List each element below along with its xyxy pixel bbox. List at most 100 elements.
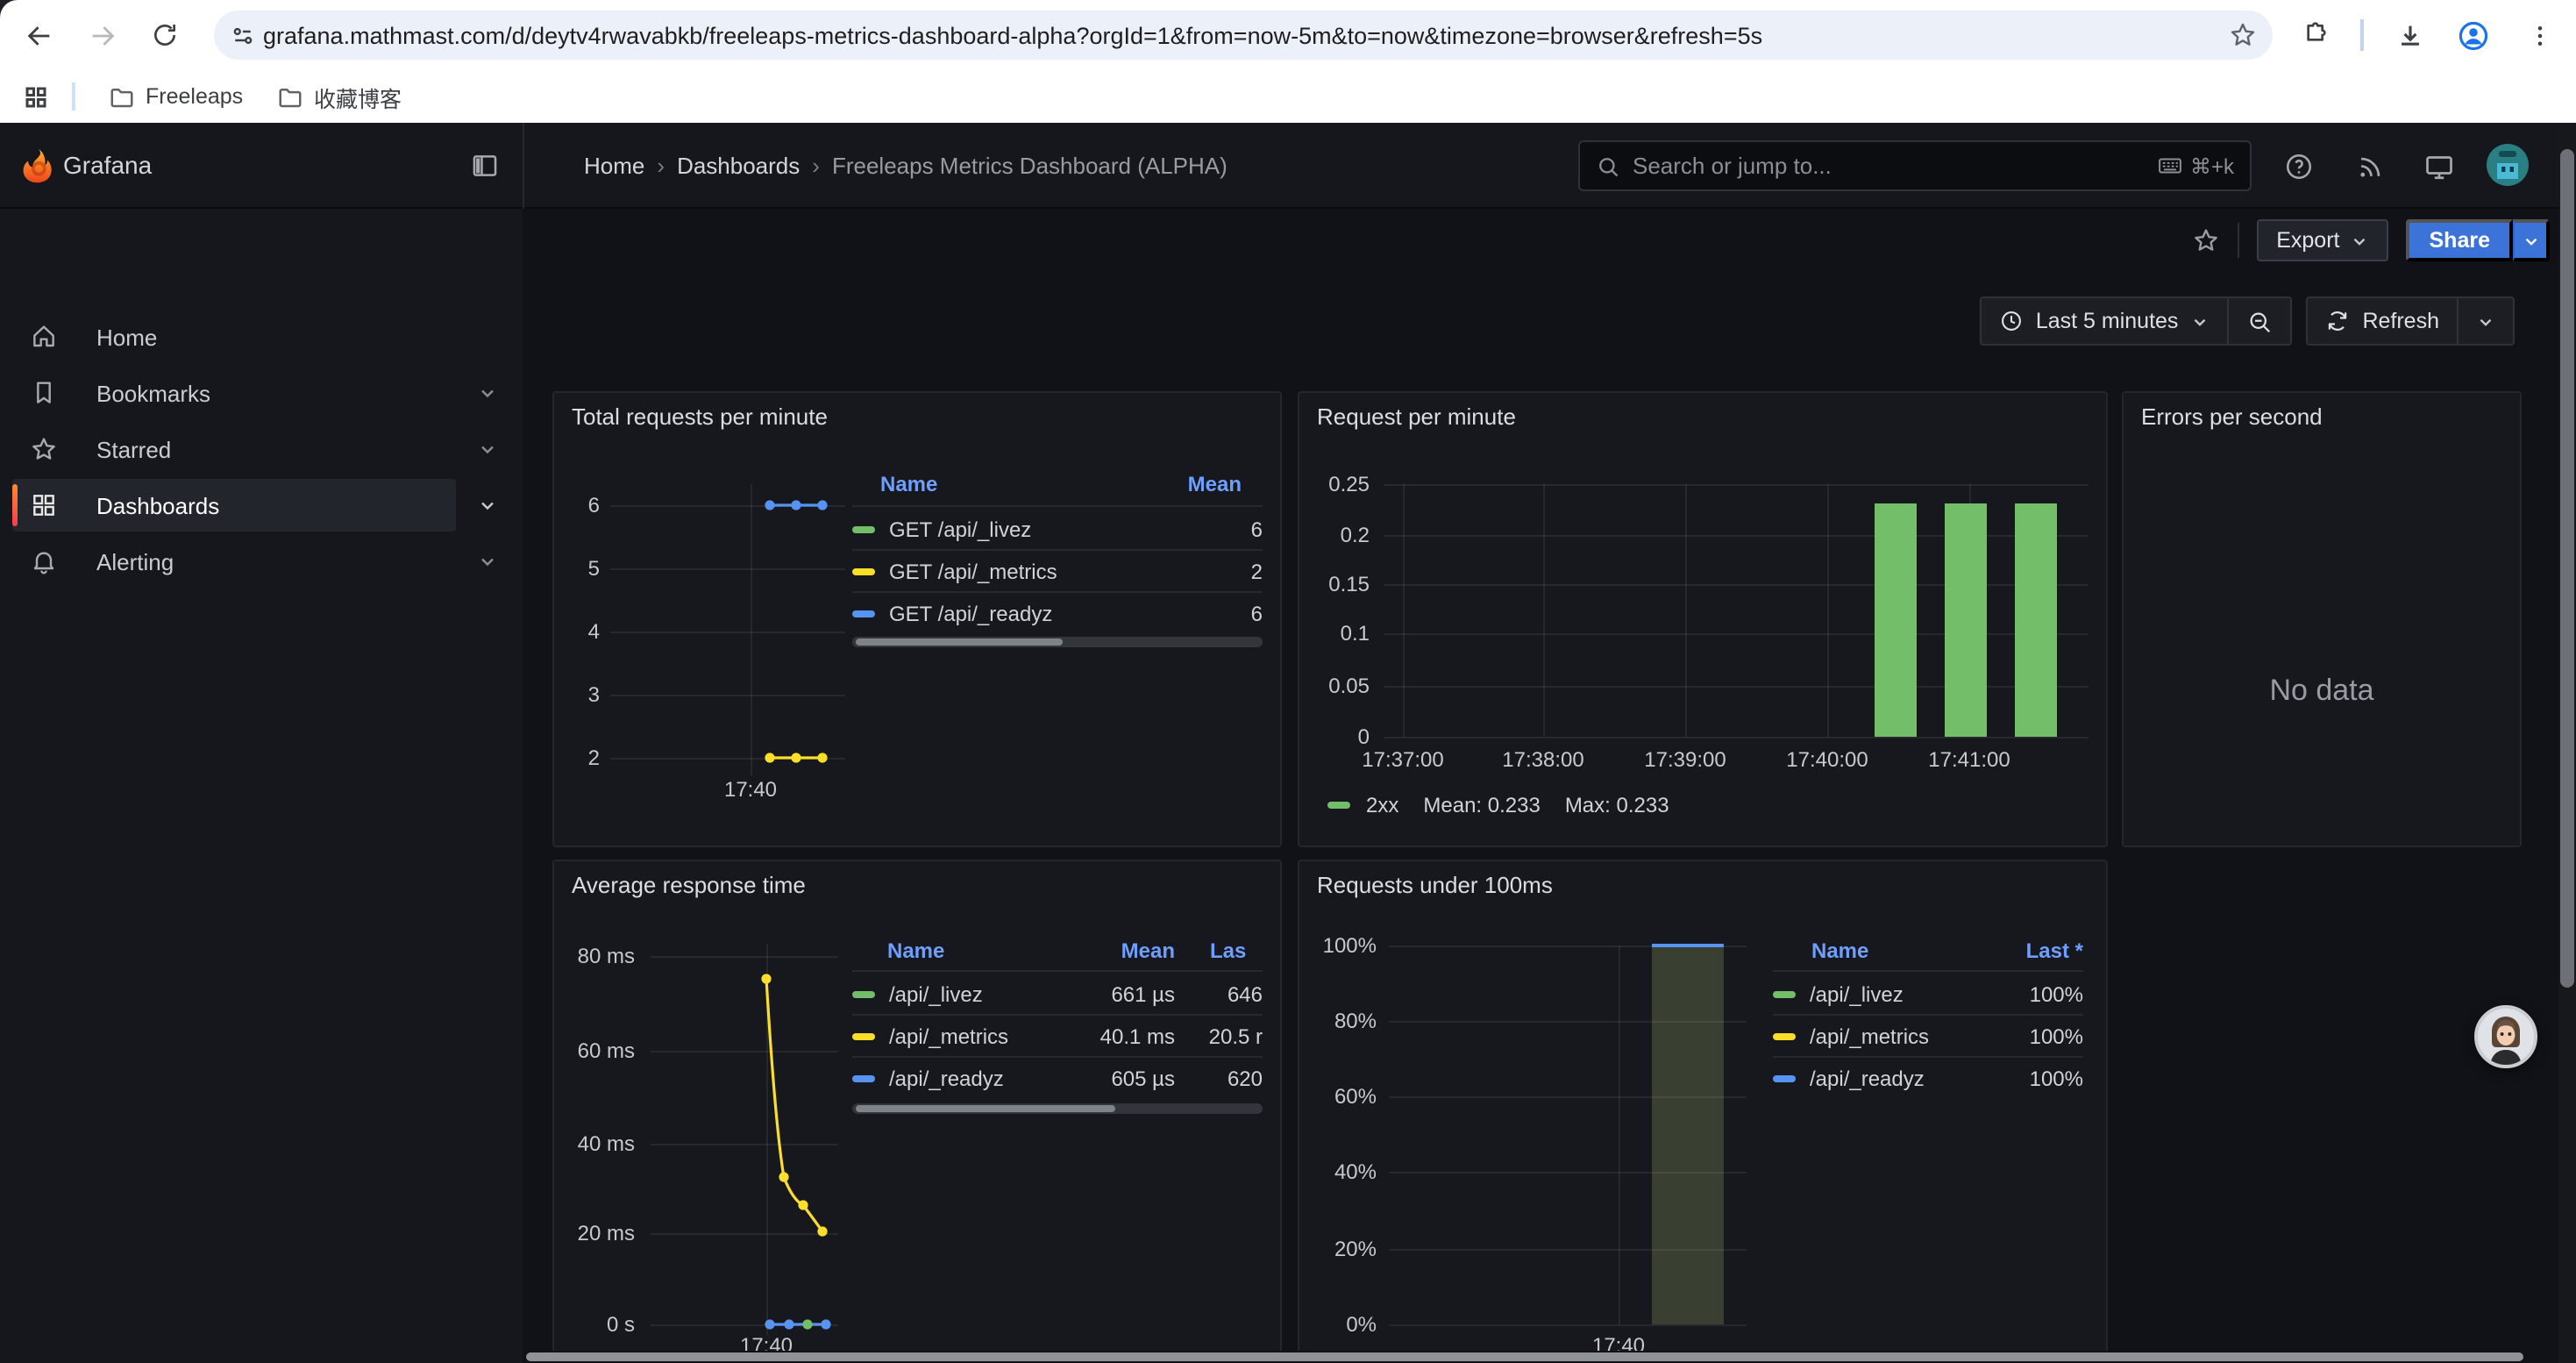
display-button[interactable] <box>2418 146 2460 188</box>
series-top-line <box>1652 944 1724 947</box>
grafana-brand[interactable]: Grafana <box>63 151 153 179</box>
keyboard-icon <box>2159 158 2181 174</box>
series-color-pill <box>1773 1032 1796 1039</box>
legend-header-mean[interactable]: Mean <box>1187 472 1242 496</box>
browser-menu-button[interactable] <box>2518 14 2560 56</box>
news-button[interactable] <box>2348 146 2390 188</box>
legend-header-mean[interactable]: Mean <box>1121 938 1175 963</box>
zoom-out-icon <box>2250 311 2271 332</box>
legend-scrollbar[interactable] <box>852 1103 1263 1114</box>
panel-title[interactable]: Total requests per minute <box>572 403 828 430</box>
panel-total-requests: Total requests per minute 6 5 4 3 2 17:4… <box>552 391 1282 847</box>
refresh-button[interactable]: Refresh <box>2308 298 2457 344</box>
floating-avatar[interactable] <box>2474 1005 2537 1068</box>
legend-row[interactable]: GET /api/_livez 6 <box>852 510 1263 547</box>
dashboards-grid-icon <box>30 491 58 519</box>
vertical-scrollbar[interactable] <box>2558 123 2576 1363</box>
refresh-group: Refresh <box>2306 296 2515 346</box>
legend-row[interactable]: /api/_livez 661 µs 646 <box>852 975 1263 1012</box>
favorite-star-icon[interactable] <box>2192 226 2220 254</box>
breadcrumb-home[interactable]: Home <box>584 153 645 179</box>
home-icon <box>30 323 58 351</box>
chevron-down-icon[interactable] <box>477 439 498 460</box>
legend-2xx[interactable]: 2xx Mean: 0.233 Max: 0.233 <box>1327 793 1669 817</box>
bookmark-folder-freeleaps[interactable]: Freeleaps <box>98 75 253 118</box>
apps-grid-button[interactable] <box>14 75 56 118</box>
timeseries-chart[interactable] <box>554 393 1284 849</box>
zoom-out-button[interactable] <box>2227 298 2290 344</box>
sidebar-item-dashboards[interactable]: Dashboards <box>12 479 494 532</box>
help-button[interactable] <box>2278 146 2320 188</box>
sidebar: Home Bookmarks Starred Dashboards Alerti… <box>0 209 523 1363</box>
toolbar-divider <box>2360 19 2363 51</box>
sidebar-item-starred[interactable]: Starred <box>12 423 494 475</box>
chevron-down-icon[interactable] <box>477 382 498 403</box>
legend-header-name[interactable]: Name <box>887 938 945 963</box>
legend-row[interactable]: /api/_metrics 100% <box>1773 1017 2083 1054</box>
reload-button[interactable] <box>144 14 186 56</box>
bookmarks-bar: Freeleaps 收藏博客 <box>0 70 2576 123</box>
refresh-interval-button[interactable] <box>2457 298 2513 344</box>
sidebar-item-alerting[interactable]: Alerting <box>12 535 494 588</box>
legend-row[interactable]: GET /api/_metrics 2 <box>852 553 1263 589</box>
timeseries-chart[interactable] <box>554 861 1284 1351</box>
legend-row[interactable]: /api/_readyz 605 µs 620 <box>852 1060 1263 1096</box>
panel-title[interactable]: Request per minute <box>1317 403 1516 430</box>
area-fill[interactable] <box>1652 946 1724 1324</box>
share-menu-button[interactable] <box>2513 219 2550 261</box>
time-range-picker[interactable]: Last 5 minutes <box>1982 298 2228 344</box>
grafana-logo[interactable] <box>19 146 58 186</box>
legend-header-last[interactable]: Las <box>1210 938 1247 963</box>
legend-row[interactable]: /api/_readyz 100% <box>1773 1060 2083 1096</box>
chevron-down-icon[interactable] <box>477 551 498 572</box>
user-avatar[interactable] <box>2487 144 2529 186</box>
address-bar[interactable]: grafana.mathmast.com/d/deytv4rwavabkb/fr… <box>214 11 2273 60</box>
forward-button[interactable] <box>81 14 123 56</box>
clock-icon <box>2001 311 2021 331</box>
legend-scrollbar[interactable] <box>852 637 1263 647</box>
rss-icon <box>2359 156 2380 176</box>
horizontal-scrollbar[interactable] <box>523 1351 2558 1363</box>
bookmark-icon <box>30 379 58 407</box>
export-button[interactable]: Export <box>2257 219 2389 261</box>
time-picker-group: Last 5 minutes <box>1979 296 2293 346</box>
panel-title[interactable]: Errors per second <box>2141 403 2323 430</box>
sidebar-item-bookmarks[interactable]: Bookmarks <box>12 367 494 419</box>
bookmark-folder-blogs[interactable]: 收藏博客 <box>267 75 412 118</box>
sidebar-item-home[interactable]: Home <box>12 310 456 363</box>
panel-title[interactable]: Requests under 100ms <box>1317 872 1553 898</box>
legend-row[interactable]: GET /api/_readyz 6 <box>852 595 1263 632</box>
panel-title[interactable]: Average response time <box>572 872 806 898</box>
extensions-button[interactable] <box>2295 14 2338 56</box>
horizontal-scrollbar-thumb[interactable] <box>526 1352 2523 1361</box>
legend-row[interactable]: /api/_livez 100% <box>1773 975 2083 1012</box>
vertical-scrollbar-thumb[interactable] <box>2560 149 2574 988</box>
legend-row[interactable]: /api/_metrics 40.1 ms 20.5 r <box>852 1017 1263 1054</box>
extensions-puzzle-icon <box>2307 22 2326 41</box>
share-button[interactable]: Share <box>2406 219 2513 261</box>
chevron-down-icon[interactable] <box>477 495 498 516</box>
bookmark-star-icon[interactable] <box>2229 21 2257 49</box>
grafana-topnav: Grafana Home › Dashboards › Freeleaps Me… <box>0 123 2576 209</box>
monitor-icon <box>2426 156 2452 180</box>
bar-chart[interactable] <box>1299 393 2110 849</box>
bell-icon <box>30 547 58 575</box>
legend-header-name[interactable]: Name <box>1811 938 1869 963</box>
profile-button[interactable] <box>2451 14 2494 56</box>
downloads-button[interactable] <box>2388 14 2430 56</box>
search-input[interactable] <box>1633 153 2157 179</box>
series-color-pill <box>1773 1074 1796 1081</box>
site-settings-icon[interactable] <box>230 22 256 48</box>
back-button[interactable] <box>18 14 60 56</box>
series-color-pill <box>852 610 875 617</box>
dock-sidebar-icon[interactable] <box>470 151 500 181</box>
search-box[interactable]: ⌘+k <box>1578 140 2252 191</box>
share-split-button: Share <box>2406 219 2550 261</box>
url-text[interactable]: grafana.mathmast.com/d/deytv4rwavabkb/fr… <box>263 22 1763 48</box>
breadcrumb-dashboards[interactable]: Dashboards <box>677 153 801 179</box>
panel-request-per-minute: Request per minute 0.25 0.2 0.15 0.1 0.0… <box>1298 391 2108 847</box>
legend-header-name[interactable]: Name <box>880 472 938 496</box>
legend-header-last[interactable]: Last * <box>2025 938 2083 963</box>
time-controls: Last 5 minutes Refresh <box>1979 296 2515 346</box>
